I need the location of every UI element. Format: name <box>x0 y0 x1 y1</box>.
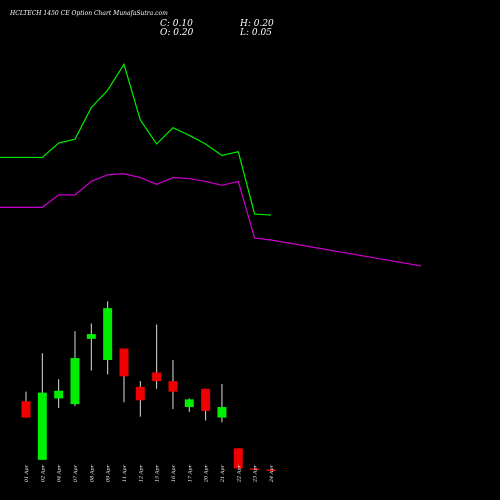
upper-band-line <box>0 62 271 216</box>
x-tick-label: 02 Apr <box>40 464 46 482</box>
candle-15-apr <box>152 324 162 389</box>
candles <box>21 301 276 471</box>
x-tick-label: 08 Apr <box>89 464 95 482</box>
x-tick-label: 07 Apr <box>73 464 79 482</box>
candle-body <box>233 448 243 469</box>
candle-12-apr <box>135 381 145 417</box>
chart-title: HCLTECH 1450 CE Option Chart MunafaSutra… <box>9 10 168 17</box>
x-tick-label: 17 Apr <box>187 464 193 482</box>
candle-body <box>201 388 211 411</box>
candle-07-apr <box>70 331 80 407</box>
x-tick-label: 16 Apr <box>171 464 177 482</box>
candle-body <box>86 334 96 339</box>
candle-09-apr <box>103 301 113 375</box>
candle-body <box>70 358 80 405</box>
x-tick-label: 20 Apr <box>204 464 210 483</box>
close-value: C: 0.10 <box>160 19 193 29</box>
candle-body <box>168 381 178 392</box>
open-value: O: 0.20 <box>160 28 194 38</box>
lower-band-line <box>0 173 422 267</box>
candle-04-apr <box>54 379 64 408</box>
x-tick-label: 01 Apr <box>24 464 30 482</box>
candle-body <box>152 372 162 382</box>
candle-20-apr <box>201 388 211 421</box>
candle-body <box>266 469 276 471</box>
candle-body <box>54 390 64 399</box>
x-tick-label: 21 Apr <box>220 464 226 483</box>
candle-body <box>119 348 129 377</box>
high-value: H: 0.20 <box>239 19 274 29</box>
candle-body <box>21 401 31 418</box>
candle-22-apr <box>233 448 243 469</box>
candle-body <box>135 386 145 401</box>
candle-08-apr <box>86 323 96 371</box>
candle-01-apr <box>21 391 31 418</box>
x-tick-label: 24 Apr <box>269 464 275 483</box>
candle-body <box>217 407 227 418</box>
candle-24-apr <box>266 469 276 471</box>
candle-21-apr <box>217 384 227 423</box>
candle-11-apr <box>119 348 129 403</box>
x-tick-label: 23 Apr <box>253 464 259 483</box>
x-tick-label: 11 Apr <box>122 464 128 482</box>
candle-17-apr <box>184 398 194 412</box>
candle-body <box>250 468 260 470</box>
indicator-bands <box>0 62 422 267</box>
candle-23-apr <box>250 468 260 470</box>
candle-02-apr <box>37 353 47 460</box>
low-value: L: 0.05 <box>239 28 272 38</box>
x-axis-ticks: 01 Apr 02 Apr 04 Apr 07 Apr 08 Apr 09 Apr 11 A… <box>24 464 275 483</box>
x-tick-label: 15 Apr <box>155 464 161 482</box>
x-tick-label: 04 Apr <box>57 464 63 482</box>
candle-body <box>184 399 194 408</box>
x-tick-label: 22 Apr <box>236 464 242 483</box>
x-tick-label: 12 Apr <box>138 464 144 482</box>
x-tick-label: 09 Apr <box>106 464 112 482</box>
candle-16-apr <box>168 360 178 409</box>
candle-body <box>103 308 113 360</box>
candle-body <box>37 392 47 460</box>
